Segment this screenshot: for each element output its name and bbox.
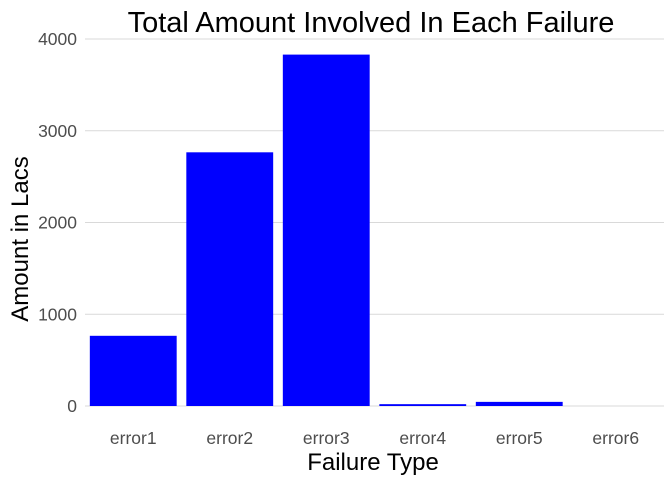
y-tick-label: 0 xyxy=(67,396,77,416)
y-tick-label: 4000 xyxy=(38,29,77,49)
x-tick-label: error3 xyxy=(303,428,350,448)
x-tick-labels: error1 error2 error3 error4 error5 error6 xyxy=(110,428,639,448)
x-tick-label: error6 xyxy=(592,428,639,448)
bar-error5 xyxy=(475,401,563,406)
x-tick-label: error2 xyxy=(206,428,253,448)
x-axis-title: Failure Type xyxy=(307,449,439,476)
bar-error2 xyxy=(186,152,274,406)
bar-error4 xyxy=(379,404,467,406)
bar-error1 xyxy=(89,335,177,406)
chart-title: Total Amount Involved In Each Failure xyxy=(128,7,615,39)
bar-error3 xyxy=(282,54,370,406)
y-gridlines xyxy=(85,38,664,407)
x-tick-label: error4 xyxy=(399,428,446,448)
y-tick-label: 1000 xyxy=(38,304,77,324)
bars xyxy=(89,54,563,406)
y-tick-label: 3000 xyxy=(38,121,77,141)
y-tick-label: 2000 xyxy=(38,213,77,233)
y-tick-labels: 0 1000 2000 3000 4000 xyxy=(38,29,77,416)
x-tick-label: error1 xyxy=(110,428,157,448)
y-axis-title: Amount in Lacs xyxy=(7,156,34,321)
x-tick-label: error5 xyxy=(496,428,543,448)
